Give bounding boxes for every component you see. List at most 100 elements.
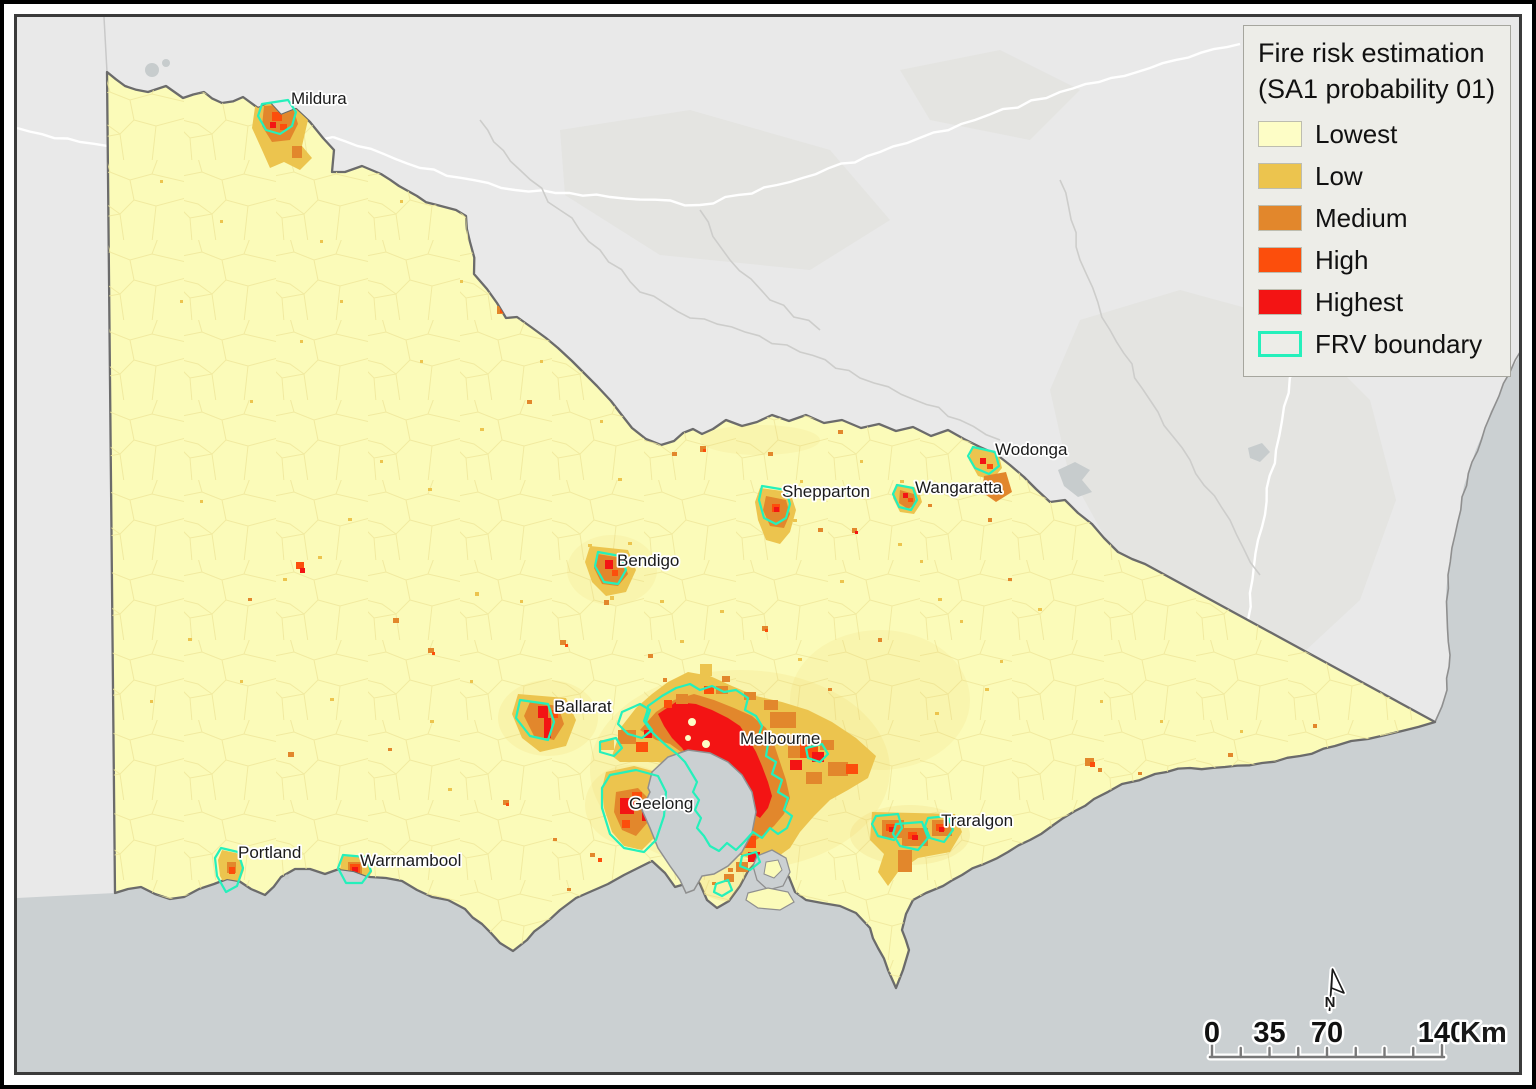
- legend-item-label: Medium: [1315, 202, 1408, 233]
- frv-boundary-warrnambool: [336, 853, 373, 885]
- risk-speck: [800, 480, 803, 483]
- legend-swatch-highest: [1258, 289, 1302, 316]
- sa-nsw-border: [103, 17, 108, 73]
- frv-boundary-ballarat: [514, 698, 556, 742]
- frv-boundary-melbourne-east: [804, 742, 830, 764]
- risk-speck: [1008, 578, 1012, 581]
- risk-speck: [160, 180, 163, 183]
- ocean: [17, 355, 1519, 1072]
- frv-boundary-melbourne-nw: [616, 702, 654, 740]
- frv-boundary-portland: [213, 846, 245, 894]
- urban-area: [980, 458, 986, 464]
- risk-speck: [448, 788, 452, 791]
- nsw-coastline: [1434, 352, 1519, 723]
- city-label-geelong: Geelong: [629, 794, 693, 813]
- urban-area: [903, 493, 908, 498]
- risk-speck: [588, 544, 592, 547]
- risk-speck: [938, 598, 942, 601]
- risk-speck: [318, 556, 322, 559]
- urban-area: [790, 760, 802, 770]
- legend-item-medium: Medium: [1258, 203, 1498, 234]
- urban-area: [812, 752, 824, 762]
- french-island: [763, 859, 783, 879]
- risk-speck: [1100, 700, 1103, 703]
- risk-speck: [553, 838, 557, 841]
- risk-speck: [878, 638, 882, 642]
- risk-speck: [762, 626, 768, 631]
- city-label-wangaratta: Wangaratta: [915, 478, 1003, 497]
- frv-boundary-traralgon: [923, 814, 955, 844]
- legend-item-label: Low: [1315, 160, 1363, 191]
- urban-area: [600, 740, 614, 750]
- frv-boundary-mildura: [256, 98, 298, 136]
- urban-area: [620, 798, 634, 814]
- urban-area: [632, 792, 642, 800]
- risk-speck: [898, 543, 902, 546]
- risk-speck: [793, 519, 797, 522]
- risk-speck: [852, 528, 857, 533]
- risk-speck: [520, 600, 523, 603]
- risk-speck: [1085, 758, 1094, 766]
- urban-area: [806, 772, 822, 784]
- frv-boundary-shepparton: [757, 484, 792, 526]
- urban-area: [836, 742, 852, 754]
- urban-area: [722, 676, 730, 682]
- urban-area: [272, 112, 282, 121]
- risk-speck: [680, 640, 684, 643]
- risk-speck: [712, 882, 716, 885]
- risk-speck: [432, 652, 435, 655]
- risk-speck: [663, 678, 667, 682]
- urban-area: [796, 716, 818, 730]
- risk-speck: [660, 600, 664, 603]
- risk-speck: [540, 360, 543, 363]
- urban-area: [898, 850, 912, 872]
- urban-area: [664, 700, 672, 708]
- risk-specks: [150, 180, 1363, 891]
- risk-speck: [1000, 660, 1003, 663]
- scale-label-35: 35: [1253, 1017, 1285, 1049]
- risk-speck: [672, 452, 677, 456]
- legend-item-label: Highest: [1315, 286, 1404, 317]
- legend-swatch-medium: [1258, 205, 1302, 232]
- urban-area: [292, 146, 302, 158]
- urban-area: [889, 827, 895, 832]
- risk-speck: [296, 562, 304, 569]
- risk-speck: [240, 680, 243, 683]
- urban-area: [352, 867, 358, 873]
- risk-speck: [1240, 730, 1243, 733]
- urban-area: [939, 827, 944, 832]
- risk-speck: [150, 700, 153, 703]
- risk-speck: [348, 518, 352, 521]
- risk-speck: [838, 430, 843, 434]
- city-labels: Mildura Wodonga Shepparton Wangaratta Bendig…: [236, 87, 1070, 872]
- risk-speck: [985, 688, 989, 691]
- legend-items: Lowest Low Medium High Highest FRV boundary: [1258, 119, 1498, 360]
- risk-speck: [430, 720, 434, 723]
- risk-speck: [527, 400, 532, 404]
- risk-speck: [400, 200, 403, 203]
- legend-title-line2: (SA1 probability 01): [1258, 73, 1496, 104]
- risk-speck: [288, 752, 294, 757]
- legend-item-frv-boundary: FRV boundary: [1258, 329, 1498, 360]
- risk-speck: [200, 500, 203, 503]
- scale-label-0: 0: [1204, 1017, 1220, 1049]
- risk-speck: [1038, 608, 1042, 611]
- frv-boundary-melbourne-south: [738, 850, 762, 872]
- risk-speck: [728, 868, 733, 872]
- urban-area: [912, 835, 918, 840]
- river-line: [559, 209, 1001, 441]
- scale-label-70: 70: [1311, 1017, 1343, 1049]
- legend-swatch-frv_boundary: [1258, 331, 1302, 358]
- risk-speck: [320, 240, 323, 243]
- risk-speck: [765, 629, 768, 632]
- urban-area: [724, 874, 734, 882]
- risk-speck: [428, 648, 434, 653]
- scale-label-140: 140: [1418, 1017, 1466, 1049]
- frv-boundary-wodonga: [966, 445, 1001, 476]
- legend-title-line1: Fire risk estimation: [1258, 38, 1485, 68]
- frv-boundaries: [213, 98, 1001, 898]
- risk-speck: [1313, 724, 1317, 728]
- urban-area: [748, 852, 760, 862]
- city-label-traralgon: Traralgon: [941, 811, 1013, 830]
- tint-blob: [700, 425, 820, 455]
